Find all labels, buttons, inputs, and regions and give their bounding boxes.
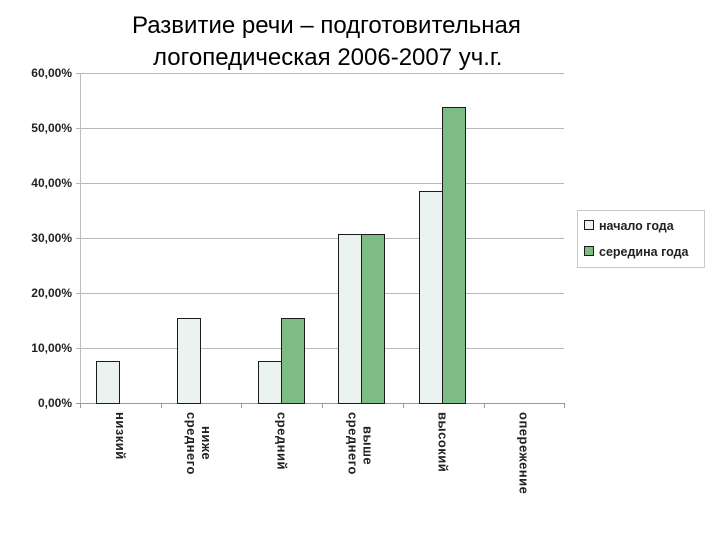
gridline	[76, 238, 564, 239]
x-tick-mark	[402, 403, 404, 408]
legend-item-mid: середина года	[584, 245, 688, 259]
y-tick-label: 20,00%	[31, 286, 72, 300]
x-tick-mark	[322, 403, 324, 408]
y-axis	[80, 73, 81, 405]
x-tick-mark	[160, 403, 162, 408]
x-tick-mark	[564, 403, 566, 408]
legend-label: середина года	[599, 245, 689, 259]
x-category-label: высокий	[435, 412, 451, 473]
bar-start	[177, 318, 202, 404]
legend: начало года середина года	[577, 210, 705, 268]
gridline	[76, 348, 564, 349]
gridline	[76, 293, 564, 294]
bar-start	[257, 360, 282, 404]
x-category-label: выше среднего	[345, 412, 376, 475]
x-category-label: опережение	[516, 412, 532, 495]
chart-title: Развитие речи – подготовительная логопед…	[120, 10, 600, 74]
y-tick-label: 30,00%	[31, 231, 72, 245]
bar-mid	[442, 106, 467, 404]
legend-swatch-start	[584, 220, 594, 230]
x-tick-mark	[80, 403, 81, 408]
chart-title-line1: Развитие речи – подготовительная	[132, 12, 521, 39]
x-category-label: низкий	[112, 412, 128, 460]
x-tick-mark	[483, 403, 485, 408]
legend-item-start: начало года	[584, 219, 674, 233]
bar-start	[338, 233, 363, 404]
y-tick-label: 40,00%	[31, 176, 72, 190]
bar-start	[96, 360, 121, 404]
x-axis	[76, 403, 564, 404]
x-category-label: ниже среднего	[184, 412, 215, 475]
legend-label: начало года	[599, 219, 674, 233]
x-tick-mark	[241, 403, 243, 408]
y-tick-label: 0,00%	[37, 396, 72, 410]
y-tick-label: 10,00%	[31, 341, 72, 355]
y-tick-label: 50,00%	[31, 121, 72, 135]
gridline	[76, 183, 564, 184]
gridline	[76, 128, 564, 129]
gridline	[76, 73, 564, 74]
bar-start	[419, 191, 444, 404]
x-category-label: средний	[274, 412, 290, 470]
y-tick-label: 60,00%	[31, 66, 72, 80]
chart-title-line2: логопедическая 2006-2007 уч.г.	[153, 44, 503, 71]
legend-swatch-mid	[584, 246, 594, 256]
bar-mid	[280, 318, 305, 404]
bar-mid	[361, 233, 386, 404]
